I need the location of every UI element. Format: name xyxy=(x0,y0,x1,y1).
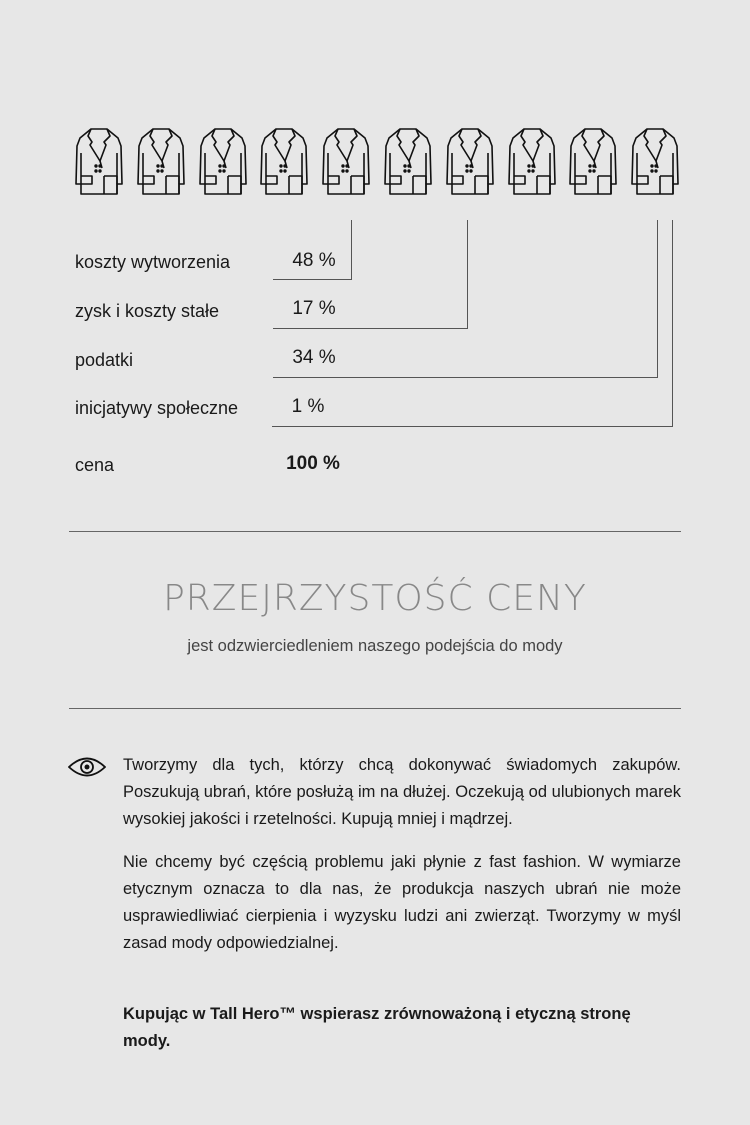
coat-icon xyxy=(630,126,680,196)
row-label: koszty wytworzenia xyxy=(75,252,231,272)
connector-line xyxy=(273,279,352,280)
coat-icon xyxy=(321,126,371,196)
coat-icon xyxy=(136,126,186,196)
row-label: inicjatywy społeczne xyxy=(75,398,239,418)
divider xyxy=(69,531,681,532)
section-title: PRZEJRZYSTOŚĆ CENY xyxy=(163,578,587,619)
connector-line xyxy=(467,220,468,328)
row-value: 34 % xyxy=(292,347,336,368)
paragraph: Tworzymy dla tych, którzy chcą dokonywać… xyxy=(123,756,681,828)
connector-line xyxy=(272,426,673,427)
section-subtitle: jest odzwierciedleniem naszego podejścia… xyxy=(187,637,563,655)
total-value: 100 % xyxy=(286,453,340,474)
row-value: 1 % xyxy=(291,396,325,417)
paragraph: Nie chcemy być częścią problemu jaki pły… xyxy=(123,853,681,952)
coat-icon xyxy=(74,126,124,196)
closing-statement: Kupując w Tall Hero™ wspierasz zrównoważ… xyxy=(123,1005,631,1050)
coat-icon xyxy=(198,126,248,196)
total-label: cena xyxy=(75,455,115,475)
coat-icon xyxy=(445,126,495,196)
row-label: podatki xyxy=(75,350,134,370)
connector-line xyxy=(273,328,468,329)
connector-line xyxy=(657,220,658,377)
coat-icon xyxy=(383,126,433,196)
divider xyxy=(69,708,681,709)
coat-icon xyxy=(259,126,309,196)
row-value: 17 % xyxy=(292,298,336,319)
coat-icon xyxy=(507,126,557,196)
connector-line xyxy=(273,377,658,378)
row-label: zysk i koszty stałe xyxy=(75,301,220,321)
row-value: 48 % xyxy=(292,250,336,271)
connector-line xyxy=(672,220,673,426)
eye-icon xyxy=(68,757,106,777)
connector-line xyxy=(351,220,352,279)
coat-icon xyxy=(568,126,618,196)
